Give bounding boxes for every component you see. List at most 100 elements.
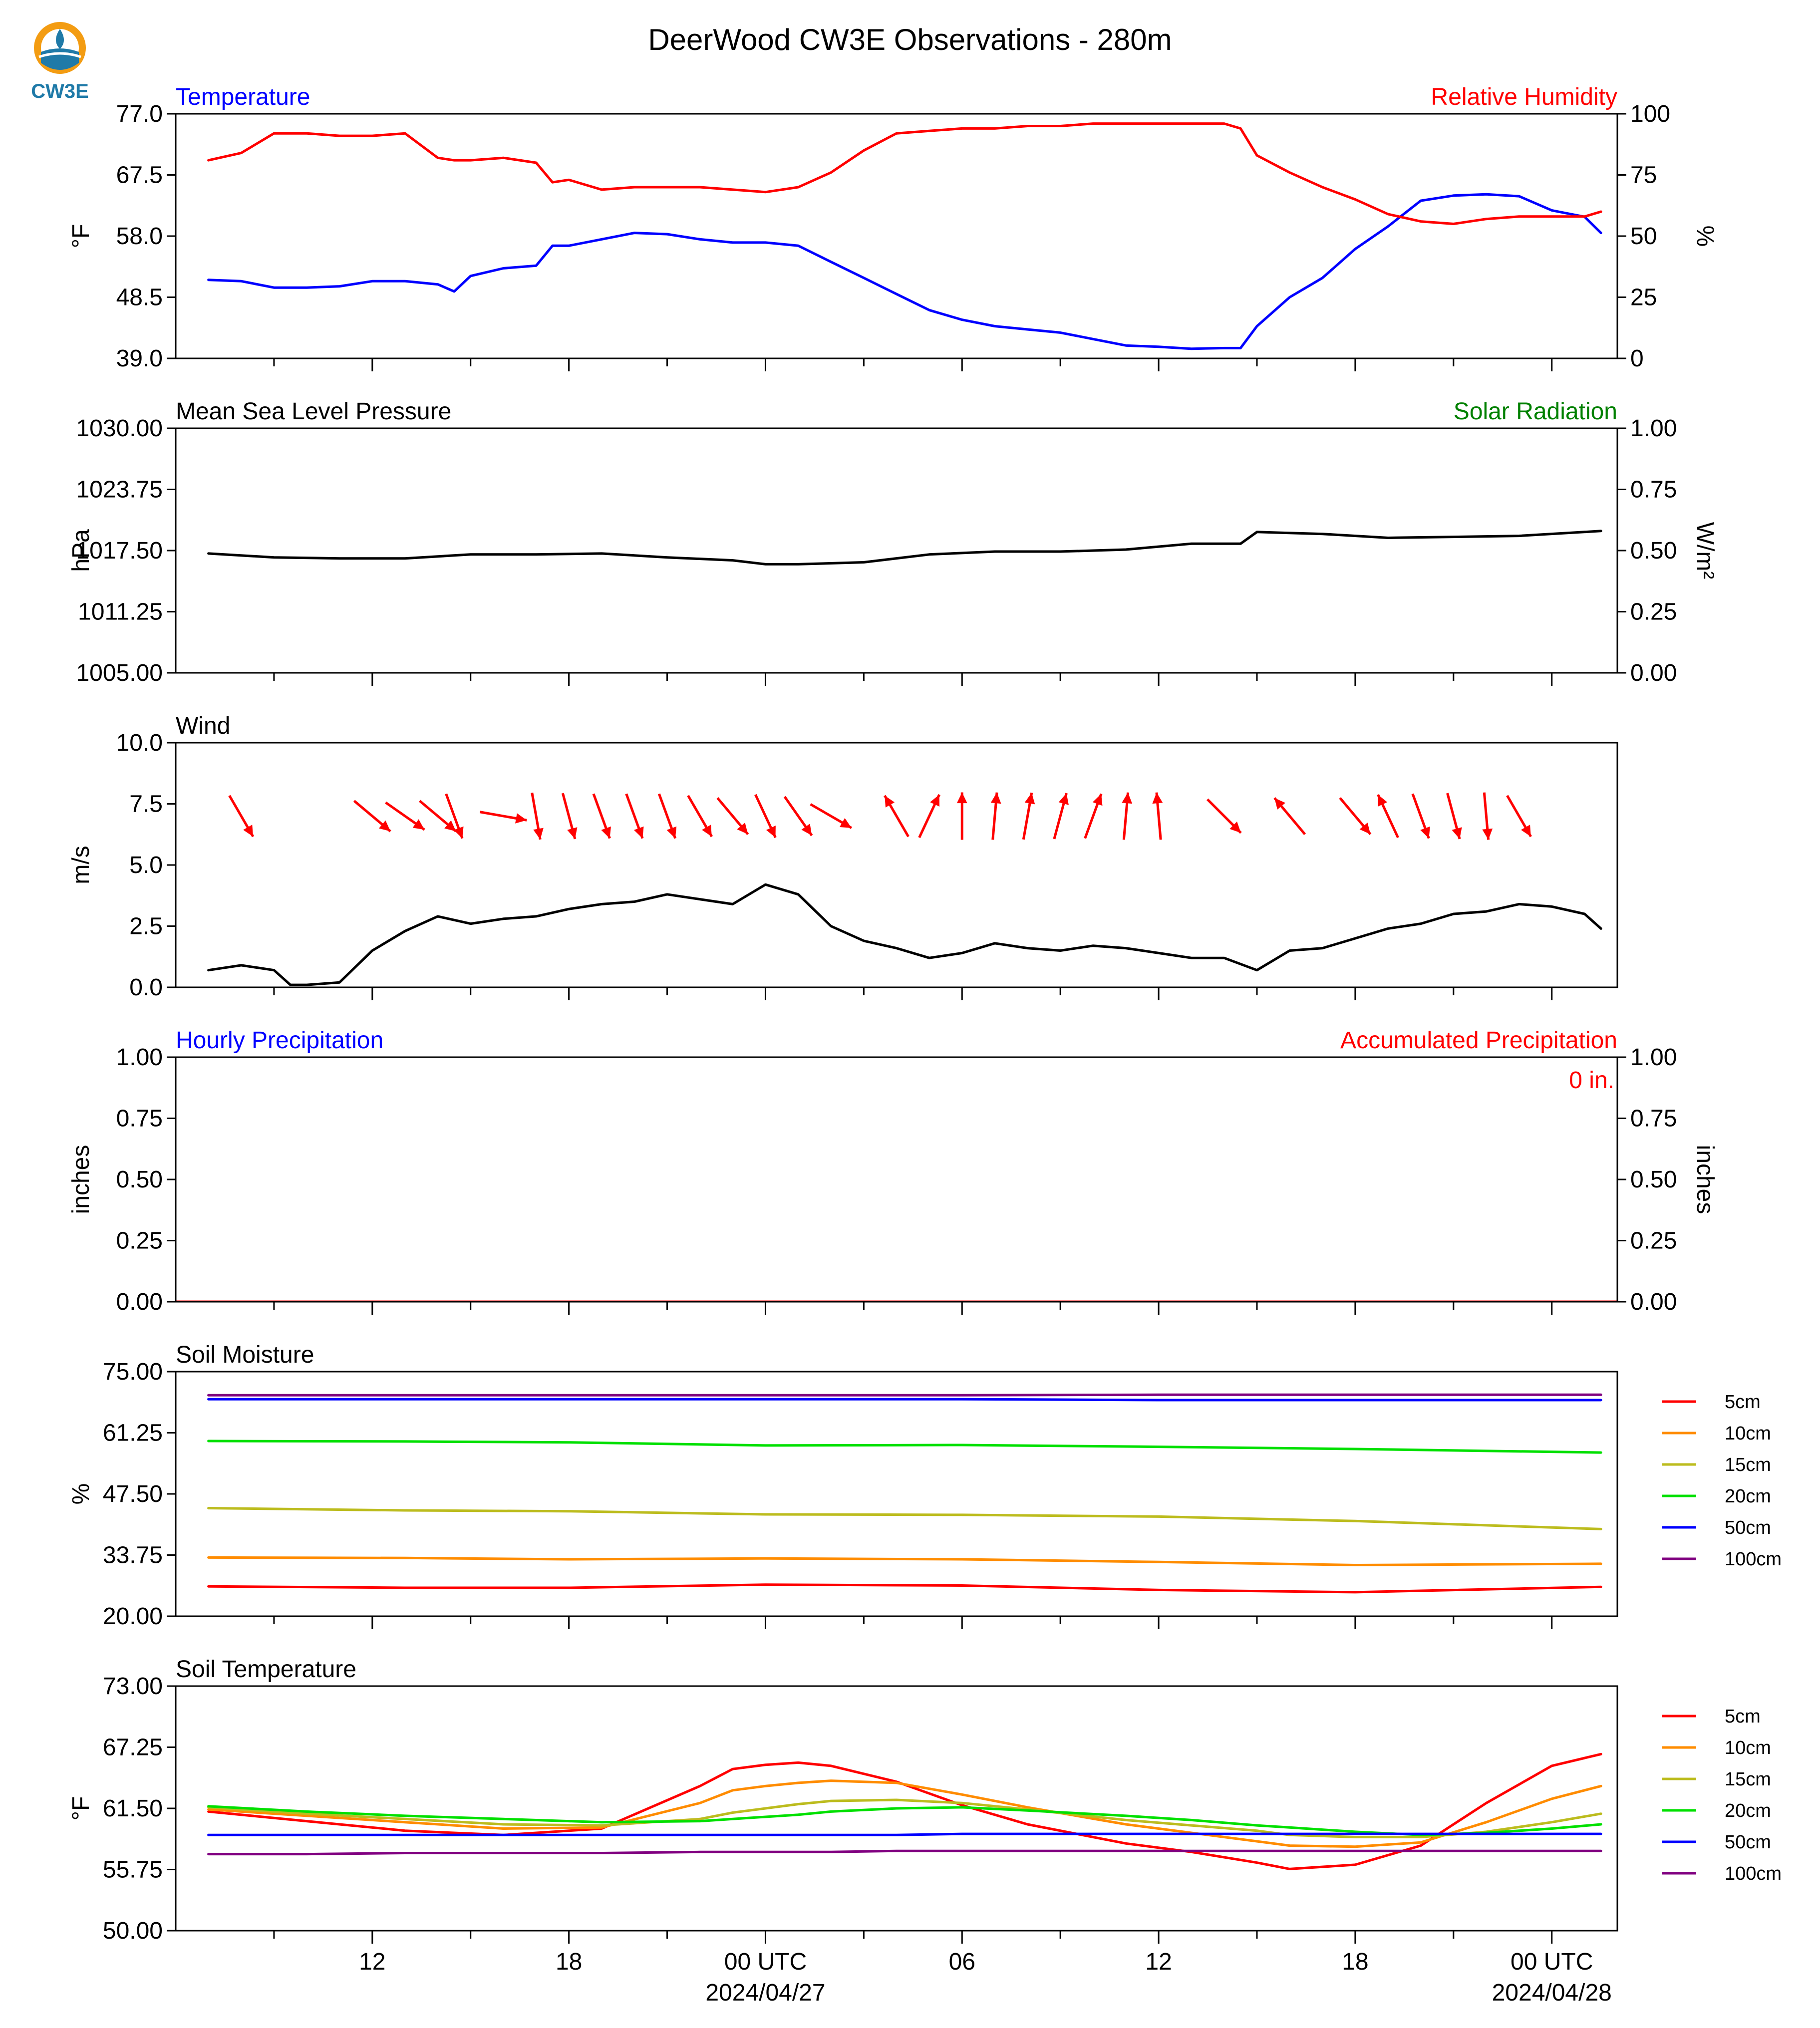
y-tick-label: 0.50 bbox=[116, 1166, 163, 1193]
legend: 5cm 10cm 15cm 20cm 50cm 100cm bbox=[1662, 1706, 1782, 1884]
y-tick-label-right: 0 bbox=[1630, 345, 1644, 372]
y-tick-label: 47.50 bbox=[103, 1481, 163, 1507]
legend-label: 15cm bbox=[1725, 1769, 1771, 1790]
y-tick-label: 61.50 bbox=[103, 1795, 163, 1822]
panel-soil_moisture: Soil Moisture 75.00 61.25 47.50 33.75 20.00% 5… bbox=[68, 1342, 1782, 1630]
wind-arrow-head bbox=[1152, 792, 1163, 804]
wind-arrow-head bbox=[930, 794, 940, 807]
legend-label: 100cm bbox=[1725, 1549, 1782, 1570]
series-line-0 bbox=[207, 193, 1602, 350]
legend-label: 5cm bbox=[1725, 1706, 1761, 1727]
wind-arrow-head bbox=[1359, 823, 1371, 835]
panel-title-right: Relative Humidity bbox=[1431, 84, 1617, 110]
legend-label: 20cm bbox=[1725, 1486, 1771, 1507]
y-tick-label: 61.25 bbox=[103, 1420, 163, 1447]
legend-label: 100cm bbox=[1725, 1863, 1782, 1884]
legend-label: 10cm bbox=[1725, 1738, 1771, 1758]
series-line-15cm bbox=[207, 1507, 1602, 1530]
x-tick-label: 00 UTC bbox=[724, 1949, 807, 1975]
legend-label: 10cm bbox=[1725, 1423, 1771, 1444]
plot-frame bbox=[175, 113, 1618, 359]
y-tick-label: 0.00 bbox=[116, 1289, 163, 1315]
y-tick-label-right: 0.00 bbox=[1630, 1289, 1677, 1315]
series-line-50cm bbox=[207, 1398, 1602, 1402]
y-tick-label: 2.5 bbox=[129, 913, 163, 940]
y-tick-label-right: 0.25 bbox=[1630, 1228, 1677, 1254]
y-axis-label: inches bbox=[68, 1145, 94, 1214]
y-tick-label-right: 0.25 bbox=[1630, 599, 1677, 625]
wind-arrow-head bbox=[1520, 825, 1531, 837]
y-tick-label: 58.0 bbox=[116, 223, 163, 250]
panel-title-left: Soil Moisture bbox=[176, 1342, 314, 1368]
y-tick-label: 0.25 bbox=[116, 1228, 163, 1254]
panel-title-left: Soil Temperature bbox=[176, 1656, 356, 1683]
y-tick-label-right: 75 bbox=[1630, 162, 1657, 189]
y-tick-label-right: 100 bbox=[1630, 101, 1670, 127]
series-line-5cm bbox=[207, 1752, 1602, 1870]
y-tick-label: 1.00 bbox=[116, 1044, 163, 1071]
y-axis-label: °F bbox=[68, 1796, 94, 1821]
logo-text: CW3E bbox=[31, 80, 89, 102]
series-line-0 bbox=[207, 530, 1602, 566]
wind-arrow-head bbox=[1452, 827, 1462, 839]
series-group bbox=[207, 530, 1602, 566]
wind-arrow-head bbox=[990, 792, 1001, 804]
wind-arrow-head bbox=[515, 813, 527, 824]
wind-arrow-head bbox=[1378, 794, 1388, 807]
y-tick-label: 20.00 bbox=[103, 1603, 163, 1630]
panel-title-right: Accumulated Precipitation bbox=[1340, 1027, 1617, 1054]
legend-label: 20cm bbox=[1725, 1800, 1771, 1821]
wind-arrow-head bbox=[1024, 793, 1035, 805]
series-line-10cm bbox=[207, 1779, 1602, 1848]
y-tick-label: 50.00 bbox=[103, 1918, 163, 1944]
y-tick-label-right: 50 bbox=[1630, 223, 1657, 250]
wind-arrow-head bbox=[666, 826, 677, 839]
plot-frame bbox=[175, 427, 1618, 674]
date-label: 2024/04/27 bbox=[705, 1980, 825, 2006]
wind-arrow-head bbox=[839, 818, 852, 828]
wind-arrow-head bbox=[444, 820, 456, 832]
series-line-1 bbox=[207, 122, 1602, 225]
series-line-10cm bbox=[207, 1556, 1602, 1566]
y-tick-label: 75.00 bbox=[103, 1359, 163, 1385]
y-axis-label: m/s bbox=[68, 846, 94, 884]
wind-arrow-head bbox=[702, 825, 712, 837]
series-line-100cm bbox=[207, 1849, 1602, 1856]
legend-label: 50cm bbox=[1725, 1832, 1771, 1853]
series-line-20cm bbox=[207, 1440, 1602, 1454]
y-tick-label: 5.0 bbox=[129, 852, 163, 878]
panel-soil_temperature: Soil Temperature 73.00 67.25 61.50 55.75 50.0… bbox=[68, 1656, 1782, 1944]
cw3e-logo-mark: CW3E bbox=[31, 22, 89, 102]
plot-frame bbox=[175, 1371, 1618, 1617]
wind-arrow-head bbox=[1092, 794, 1103, 806]
y-tick-label: 1011.25 bbox=[78, 599, 163, 625]
x-tick-label: 12 bbox=[359, 1949, 385, 1975]
time-axis: 12 18 00 UTC 06 12 18 00 UTC 2024/04/27 2024/04/… bbox=[359, 1949, 1612, 2006]
y-tick-label-right: 0.50 bbox=[1630, 1166, 1677, 1193]
y-tick-label-right: 0.50 bbox=[1630, 538, 1677, 564]
y-tick-label: 55.75 bbox=[103, 1857, 163, 1883]
y-tick-label: 77.0 bbox=[116, 101, 163, 127]
wind-arrow-head bbox=[956, 792, 967, 804]
panel-title-left: Mean Sea Level Pressure bbox=[176, 398, 451, 425]
y-tick-label: 1023.75 bbox=[76, 477, 163, 503]
wind-arrow-head bbox=[1420, 826, 1430, 839]
panel-title-left: Temperature bbox=[176, 84, 310, 110]
y-tick-label-right: 0.75 bbox=[1630, 1106, 1677, 1132]
y-axis-label-right: inches bbox=[1692, 1145, 1718, 1214]
y-tick-label-right: 0.75 bbox=[1630, 477, 1677, 503]
series-line-0 bbox=[207, 883, 1602, 986]
y-axis-label: % bbox=[68, 1483, 94, 1505]
wind-arrow-head bbox=[737, 823, 748, 835]
panel-title-left: Wind bbox=[176, 713, 230, 739]
y-tick-label: 1005.00 bbox=[76, 660, 163, 686]
legend: 5cm 10cm 15cm 20cm 50cm 100cm bbox=[1662, 1392, 1782, 1570]
series-line-5cm bbox=[207, 1583, 1602, 1594]
wind-arrow-head bbox=[378, 820, 391, 832]
series-group bbox=[207, 1752, 1602, 1870]
x-tick-label: 18 bbox=[556, 1949, 582, 1975]
panel-temperature: Temperature Relative Humidity 77.0 67.5 58.0… bbox=[68, 84, 1718, 372]
legend-label: 50cm bbox=[1725, 1517, 1771, 1538]
wind-arrow-head bbox=[1229, 821, 1241, 833]
